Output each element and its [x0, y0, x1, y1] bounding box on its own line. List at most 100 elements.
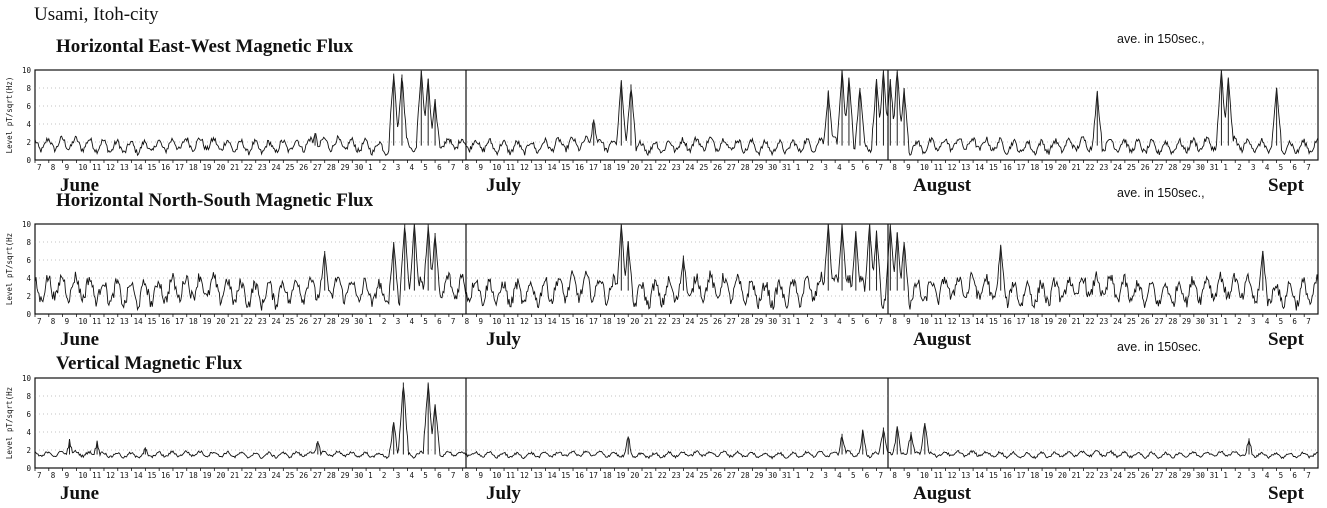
x-tick-label: 12 [948, 163, 957, 172]
x-tick-label: 30 [768, 471, 778, 480]
x-tick-label: 18 [1030, 163, 1040, 172]
y-tick-label: 6 [26, 256, 31, 265]
x-tick-label: 15 [989, 163, 998, 172]
x-tick-label: 3 [823, 163, 828, 172]
x-tick-label: 20 [216, 163, 226, 172]
x-tick-label: 4 [1265, 317, 1270, 326]
x-tick-label: 3 [1251, 163, 1256, 172]
y-tick-label: 4 [26, 274, 31, 283]
x-tick-label: 20 [630, 317, 640, 326]
x-tick-label: 12 [520, 471, 529, 480]
x-tick-label: 10 [492, 471, 502, 480]
x-tick-label: 6 [865, 471, 870, 480]
x-tick-label: 6 [437, 471, 442, 480]
x-tick-label: 9 [478, 471, 483, 480]
y-tick-label: 10 [22, 220, 32, 229]
x-tick-label: 16 [161, 163, 171, 172]
x-tick-label: 11 [506, 163, 515, 172]
x-tick-label: 3 [396, 471, 401, 480]
month-label: July [486, 175, 521, 196]
x-tick-label: 12 [106, 471, 115, 480]
x-tick-label: 17 [1016, 471, 1025, 480]
x-tick-label: 20 [1058, 163, 1068, 172]
y-tick-label: 10 [22, 66, 32, 75]
x-tick-label: 14 [975, 317, 985, 326]
x-tick-label: 7 [37, 471, 42, 480]
x-tick-label: 7 [879, 471, 884, 480]
x-tick-label: 30 [1196, 317, 1206, 326]
x-tick-label: 2 [382, 317, 387, 326]
x-tick-label: 7 [879, 163, 884, 172]
x-tick-label: 13 [120, 317, 129, 326]
y-tick-label: 4 [26, 428, 31, 437]
x-tick-label: 26 [713, 471, 723, 480]
x-tick-label: 26 [713, 163, 723, 172]
panel-title: Vertical Magnetic Flux [56, 353, 243, 374]
x-tick-label: 3 [823, 317, 828, 326]
x-tick-label: 20 [630, 471, 640, 480]
x-tick-label: 27 [313, 471, 322, 480]
x-tick-label: 18 [189, 163, 199, 172]
x-tick-label: 11 [92, 163, 101, 172]
x-tick-label: 2 [1237, 471, 1242, 480]
x-tick-label: 23 [672, 163, 681, 172]
x-tick-label: 23 [258, 163, 267, 172]
x-tick-label: 14 [134, 317, 144, 326]
month-label: August [913, 175, 972, 196]
x-tick-label: 23 [672, 471, 681, 480]
x-tick-label: 13 [534, 163, 543, 172]
x-tick-label: 7 [879, 317, 884, 326]
x-tick-label: 26 [299, 317, 309, 326]
x-tick-label: 29 [754, 317, 763, 326]
x-tick-label: 25 [285, 317, 294, 326]
x-tick-label: 13 [961, 471, 970, 480]
x-tick-label: 7 [451, 471, 456, 480]
x-tick-label: 21 [230, 471, 239, 480]
x-tick-label: 25 [1127, 163, 1136, 172]
x-tick-label: 19 [203, 163, 212, 172]
x-tick-label: 4 [837, 471, 842, 480]
x-tick-label: 22 [244, 163, 253, 172]
x-tick-label: 24 [272, 471, 282, 480]
x-tick-label: 11 [92, 471, 101, 480]
x-tick-label: 22 [1085, 317, 1094, 326]
x-tick-label: 16 [575, 471, 585, 480]
x-tick-label: 24 [685, 471, 695, 480]
x-tick-label: 1 [368, 471, 373, 480]
y-axis-label: Level pT/sqrt(Hz) [5, 77, 14, 154]
x-tick-label: 17 [589, 163, 598, 172]
x-tick-label: 27 [727, 317, 736, 326]
x-tick-label: 4 [837, 317, 842, 326]
x-tick-label: 13 [961, 163, 970, 172]
x-tick-label: 13 [120, 163, 129, 172]
x-tick-label: 31 [1210, 471, 1219, 480]
y-tick-label: 8 [26, 238, 31, 247]
x-tick-label: 1 [368, 317, 373, 326]
x-tick-label: 14 [547, 317, 557, 326]
flux-trace [34, 383, 1319, 460]
x-tick-label: 21 [1072, 317, 1081, 326]
x-tick-label: 22 [244, 317, 253, 326]
x-tick-label: 23 [1099, 317, 1108, 326]
x-tick-label: 29 [341, 317, 350, 326]
y-axis-label: Level pT/sqrt(Hz [5, 387, 14, 459]
x-tick-label: 7 [37, 317, 42, 326]
x-tick-label: 5 [1279, 471, 1284, 480]
x-tick-label: 18 [189, 317, 199, 326]
x-tick-label: 23 [1099, 471, 1108, 480]
x-tick-label: 19 [616, 471, 625, 480]
x-tick-label: 27 [313, 317, 322, 326]
x-tick-label: 1 [1223, 163, 1228, 172]
averaging-note: ave. in 150sec., [1117, 32, 1205, 46]
x-tick-label: 23 [258, 317, 267, 326]
x-tick-label: 10 [492, 317, 502, 326]
x-tick-label: 19 [1044, 317, 1053, 326]
x-tick-label: 29 [1182, 471, 1191, 480]
x-tick-label: 2 [1237, 317, 1242, 326]
x-tick-label: 19 [1044, 163, 1053, 172]
y-tick-label: 6 [26, 102, 31, 111]
x-tick-label: 12 [106, 163, 115, 172]
x-tick-label: 30 [354, 317, 364, 326]
